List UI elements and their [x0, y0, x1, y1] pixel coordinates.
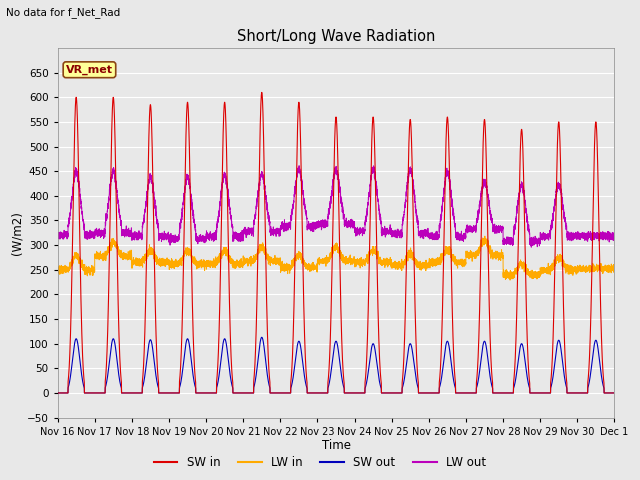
X-axis label: Time: Time — [321, 439, 351, 453]
Y-axis label: (W/m2): (W/m2) — [11, 211, 24, 255]
Text: VR_met: VR_met — [66, 65, 113, 75]
Text: No data for f_Net_Rad: No data for f_Net_Rad — [6, 7, 121, 18]
Title: Short/Long Wave Radiation: Short/Long Wave Radiation — [237, 29, 435, 44]
Legend: SW in, LW in, SW out, LW out: SW in, LW in, SW out, LW out — [149, 452, 491, 474]
